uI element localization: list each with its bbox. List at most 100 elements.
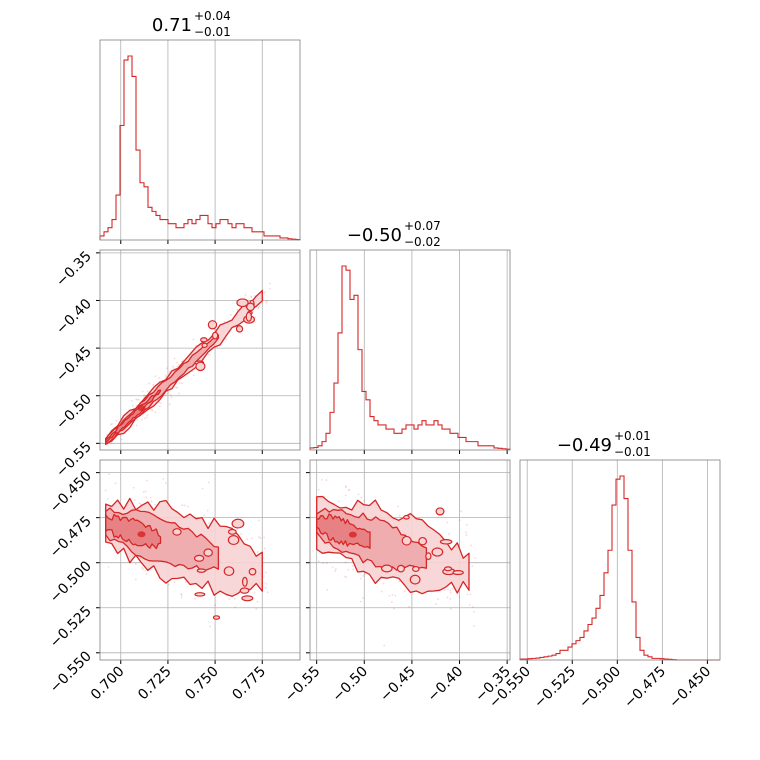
contour-island (203, 548, 213, 557)
contour-level-3 (316, 513, 371, 549)
scatter-point (183, 504, 186, 507)
scatter-point (165, 367, 168, 370)
scatter-point (449, 597, 452, 600)
scatter-point (351, 565, 354, 567)
scatter-point (388, 594, 391, 597)
x-tick-label: 0.700 (88, 664, 128, 704)
histogram-3 (519, 475, 720, 661)
scatter-point (317, 560, 320, 563)
scatter-point (141, 390, 144, 393)
scatter-point (264, 586, 267, 589)
scatter-point (132, 486, 135, 489)
scatter-point (257, 519, 260, 522)
scatter-point (234, 606, 236, 609)
scatter-point (269, 282, 271, 285)
scatter-point (207, 481, 210, 484)
panel-frame (99, 39, 301, 241)
scatter-point (145, 416, 148, 419)
x-tick-label: 0.750 (182, 664, 222, 704)
scatter-point (165, 393, 168, 395)
contour-island (439, 539, 453, 545)
scatter-point (174, 386, 177, 389)
scatter-point (104, 489, 107, 492)
panel-frame (99, 249, 301, 451)
scatter-point (138, 502, 141, 505)
scatter-point (208, 522, 210, 525)
scatter-point (473, 610, 476, 613)
histogram-1 (99, 55, 301, 241)
scatter-point (269, 287, 271, 290)
scatter-point (144, 569, 147, 572)
y-tick-label: −0.35 (53, 248, 95, 290)
data-layer (99, 55, 720, 661)
scatter-point (180, 593, 183, 595)
contour-island (452, 570, 464, 576)
scatter-point (253, 591, 256, 594)
scatter-point (168, 371, 171, 373)
density-core (137, 531, 146, 538)
x-tick-label: 0.775 (229, 664, 269, 704)
scatter-point (108, 451, 110, 453)
scatter-point (110, 442, 113, 445)
scatter-point (187, 505, 189, 508)
scatter-point (382, 582, 385, 585)
scatter-point (134, 562, 137, 565)
x-tick-label: 0.725 (135, 664, 175, 704)
scatter-point (446, 588, 449, 591)
scatter-point (317, 488, 320, 491)
scatter-point (397, 505, 400, 508)
contour-island (246, 302, 255, 312)
scatter-point (398, 580, 401, 583)
scatter-point (383, 644, 386, 647)
scatter-point (110, 423, 112, 426)
scatter-point (154, 375, 157, 378)
density-core (348, 531, 357, 538)
scatter-point (165, 374, 167, 377)
x-tick-label: −0.45 (377, 664, 419, 706)
density-panel-2 (104, 473, 269, 628)
x-tick-label: −0.475 (621, 664, 669, 712)
scatter-point (322, 562, 325, 565)
scatter-point (335, 567, 337, 570)
scatter-point (142, 568, 144, 571)
scatter-point (244, 293, 247, 296)
scatter-point (250, 537, 253, 540)
scatter-point (458, 596, 461, 599)
scatter-point (437, 598, 439, 600)
scatter-point (135, 424, 138, 427)
scatter-point (363, 573, 366, 576)
contour-island (223, 566, 235, 577)
y-tick-label: −0.450 (47, 468, 95, 516)
scatter-point (266, 591, 269, 594)
scatter-point (159, 405, 161, 408)
scatter-point (363, 499, 366, 502)
scatter-point (175, 361, 178, 364)
scatter-point (164, 394, 166, 397)
panel-frame (309, 249, 511, 451)
scatter-point (150, 408, 153, 411)
scatter-point (176, 365, 179, 368)
scatter-point (149, 496, 152, 499)
scatter-point (362, 575, 364, 577)
scatter-point (362, 597, 364, 600)
scatter-point (464, 531, 467, 534)
scatter-point (145, 496, 147, 499)
contour-island (236, 298, 249, 308)
contour-island (241, 576, 248, 587)
scatter-point (250, 296, 253, 299)
scatter-point (209, 625, 212, 628)
contour-island (196, 568, 207, 573)
x-tick-label: −0.500 (576, 664, 624, 712)
scatter-point (158, 401, 161, 404)
scatter-point (146, 479, 148, 482)
scatter-point (170, 396, 173, 399)
scatter-point (206, 509, 209, 512)
title-value: 0.71 (152, 15, 192, 36)
title-upper: +0.07 (404, 219, 441, 233)
scatter-point (257, 307, 260, 309)
scatter-point (448, 533, 450, 535)
y-tick-label: −0.550 (47, 648, 95, 696)
contour-island (227, 528, 237, 535)
scatter-point (135, 398, 138, 401)
